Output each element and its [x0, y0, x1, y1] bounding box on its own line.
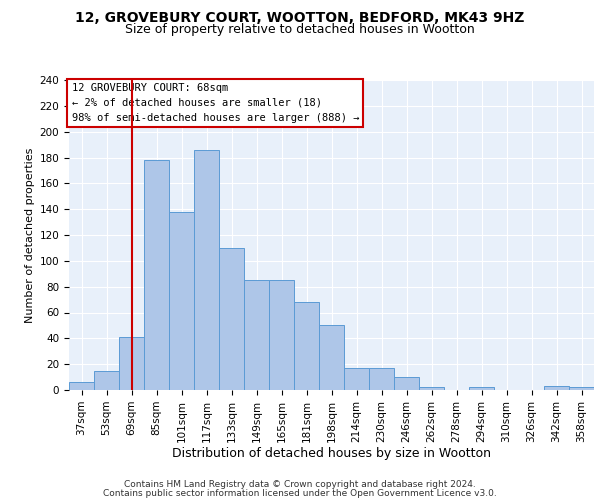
Bar — [369, 368, 394, 390]
Bar — [294, 302, 319, 390]
Bar — [469, 388, 494, 390]
Bar — [69, 382, 94, 390]
Bar — [94, 370, 119, 390]
Bar — [194, 150, 219, 390]
Bar — [419, 388, 444, 390]
Text: 12, GROVEBURY COURT, WOOTTON, BEDFORD, MK43 9HZ: 12, GROVEBURY COURT, WOOTTON, BEDFORD, M… — [76, 11, 524, 25]
Bar — [119, 337, 144, 390]
Bar — [544, 386, 569, 390]
Bar — [319, 326, 344, 390]
Bar — [144, 160, 169, 390]
Text: Size of property relative to detached houses in Wootton: Size of property relative to detached ho… — [125, 22, 475, 36]
Bar — [394, 377, 419, 390]
Y-axis label: Number of detached properties: Number of detached properties — [25, 148, 35, 322]
Text: Contains public sector information licensed under the Open Government Licence v3: Contains public sector information licen… — [103, 488, 497, 498]
Bar — [344, 368, 369, 390]
Text: Contains HM Land Registry data © Crown copyright and database right 2024.: Contains HM Land Registry data © Crown c… — [124, 480, 476, 489]
Bar — [569, 388, 594, 390]
Bar — [269, 280, 294, 390]
Bar — [219, 248, 244, 390]
X-axis label: Distribution of detached houses by size in Wootton: Distribution of detached houses by size … — [172, 448, 491, 460]
Text: 12 GROVEBURY COURT: 68sqm
← 2% of detached houses are smaller (18)
98% of semi-d: 12 GROVEBURY COURT: 68sqm ← 2% of detach… — [71, 83, 359, 122]
Bar — [244, 280, 269, 390]
Bar — [169, 212, 194, 390]
